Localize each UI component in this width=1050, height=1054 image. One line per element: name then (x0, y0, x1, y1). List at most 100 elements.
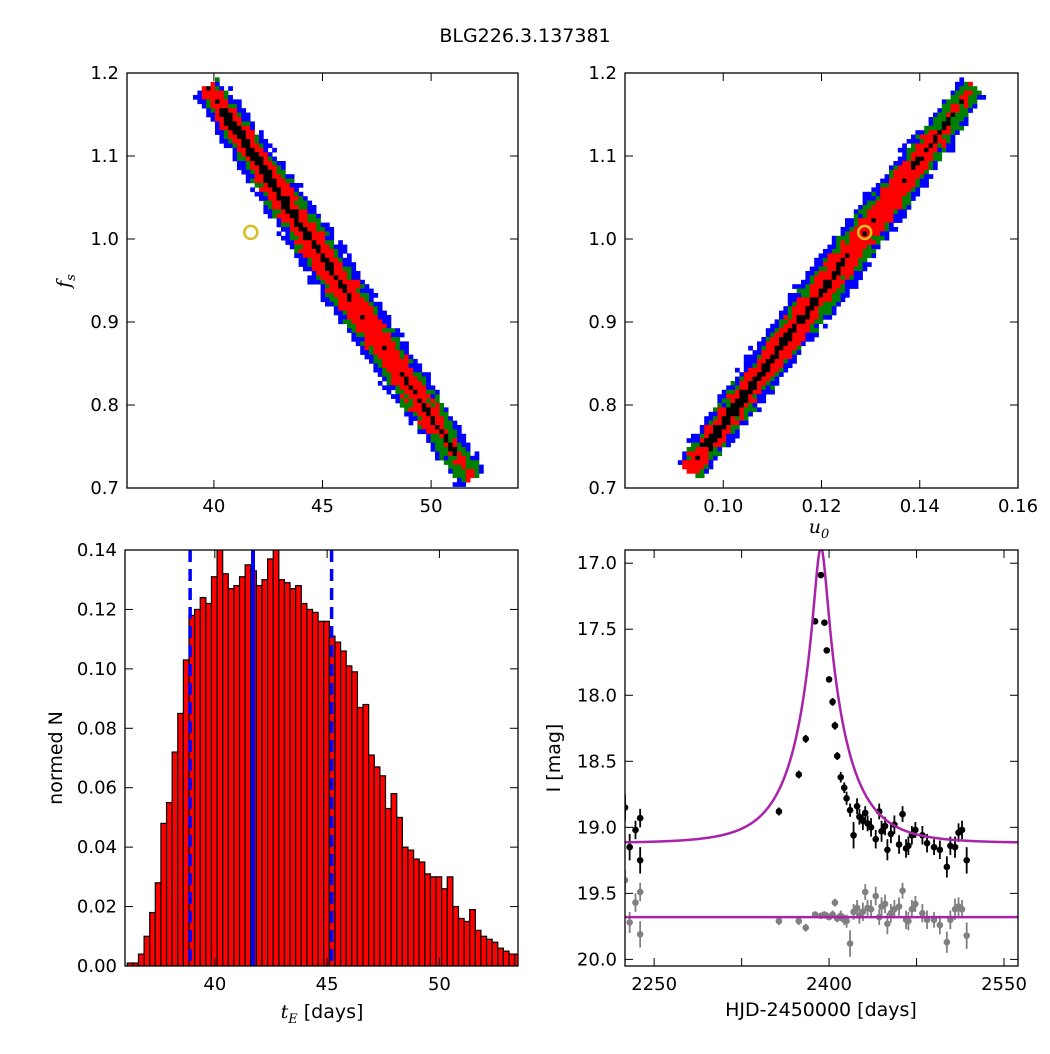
heatmap-cell (827, 284, 833, 289)
heatmap-cell (267, 169, 273, 175)
heatmap-cell (924, 143, 929, 149)
heatmap-cell (382, 359, 387, 364)
heatmap-cell (950, 90, 956, 96)
heatmap-cell (774, 332, 780, 338)
heatmap-cell (823, 293, 828, 298)
data-point (958, 905, 966, 913)
heatmap-cell (783, 354, 789, 360)
heatmap-cell (752, 350, 758, 355)
heatmap-cell (906, 169, 912, 175)
heatmap-cell (311, 257, 317, 263)
data-point (795, 771, 803, 778)
heatmap-cell (395, 394, 401, 399)
heatmap-cell (941, 121, 947, 127)
heatmap-cell (963, 103, 969, 109)
histogram-bar (227, 588, 235, 966)
data-point (899, 887, 906, 895)
heatmap-cell (347, 262, 352, 267)
heatmap-cell (805, 284, 811, 289)
heatmap-cell (840, 257, 846, 263)
heatmap-cell (377, 310, 383, 316)
heatmap-cell (959, 86, 965, 91)
heatmap-cell (787, 359, 793, 364)
heatmap-cell (250, 121, 255, 127)
histogram-bar (396, 816, 403, 966)
heatmap-cell (748, 363, 753, 369)
heatmap-cell (386, 367, 392, 373)
heatmap-cell (831, 297, 837, 303)
heatmap-cell (285, 200, 291, 206)
heatmap-cell (836, 257, 841, 263)
heatmap-cell (814, 288, 819, 294)
heatmap-cell (805, 310, 811, 316)
heatmap-cell (443, 451, 449, 457)
heatmap-cell (787, 328, 793, 333)
heatmap-cell (752, 363, 758, 369)
heatmap-cell (946, 121, 951, 127)
heatmap-cell (875, 191, 881, 197)
heatmap-cell (399, 345, 405, 351)
heatmap-cell (311, 231, 317, 237)
heatmap-cell (413, 407, 418, 413)
heatmap-cell (941, 130, 947, 135)
heatmap-cell (875, 200, 881, 206)
y-tick-label: 1.2 (90, 63, 119, 84)
heatmap-cell (840, 231, 846, 237)
y-tick-label: 17.0 (577, 553, 617, 574)
heatmap-cell (408, 359, 414, 364)
heatmap-cell (836, 244, 841, 250)
heatmap-cell (241, 130, 247, 135)
heatmap-cell (827, 288, 833, 294)
heatmap-cell (893, 165, 899, 171)
heatmap-cell (915, 143, 921, 149)
heatmap-cell (276, 213, 282, 219)
heatmap-cell (928, 147, 934, 153)
heatmap-cell (342, 275, 348, 281)
heatmap-cell (695, 433, 701, 439)
heatmap-cell (338, 244, 343, 250)
heatmap-cell (770, 359, 775, 364)
heatmap-cell (395, 376, 401, 382)
x-tick-label: 0.16 (998, 496, 1038, 517)
heatmap-cell (338, 301, 343, 307)
heatmap-cell (201, 103, 207, 109)
heatmap-cell (210, 86, 216, 91)
heatmap-cell (285, 240, 291, 245)
heatmap-cell (355, 341, 361, 347)
heatmap-cell (845, 231, 850, 237)
heatmap-cell (911, 196, 916, 201)
heatmap-cell (355, 297, 361, 303)
heatmap-cell (761, 376, 767, 382)
heatmap-cell (796, 306, 802, 311)
heatmap-cell (818, 279, 824, 285)
heatmap-cell (721, 429, 727, 435)
heatmap-cell (206, 99, 211, 105)
heatmap-cell (259, 174, 264, 179)
heatmap-cell (893, 213, 899, 219)
heatmap-cell (351, 315, 357, 320)
heatmap-cell (867, 218, 872, 223)
heatmap-cell (739, 403, 745, 408)
heatmap-cell (787, 323, 793, 329)
heatmap-cell (223, 134, 229, 140)
heatmap-cell (845, 284, 850, 289)
heatmap-cell (228, 112, 233, 118)
heatmap-cell (338, 257, 343, 263)
heatmap-cell (307, 266, 313, 272)
heatmap-cell (311, 249, 317, 254)
heatmap-cell (840, 266, 846, 272)
heatmap-cell (333, 271, 339, 276)
heatmap-cell (421, 416, 427, 421)
heatmap-cell (435, 438, 440, 443)
heatmap-cell (748, 381, 753, 386)
heatmap-cell (805, 332, 811, 338)
heatmap-cell (770, 363, 775, 369)
heatmap-cell (276, 231, 282, 237)
heatmap-cell (748, 354, 753, 360)
heatmap-cell (399, 332, 405, 338)
heatmap-cell (408, 389, 414, 395)
heatmap-cell (435, 407, 440, 413)
heatmap-cell (215, 95, 220, 100)
heatmap-cell (805, 315, 811, 320)
